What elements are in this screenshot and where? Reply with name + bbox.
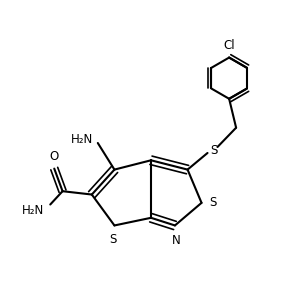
Text: O: O xyxy=(50,150,59,163)
Text: N: N xyxy=(172,234,181,247)
Text: S: S xyxy=(109,233,117,246)
Text: Cl: Cl xyxy=(223,39,235,51)
Text: S: S xyxy=(209,196,216,209)
Text: H₂N: H₂N xyxy=(22,204,44,217)
Text: H₂N: H₂N xyxy=(71,133,93,146)
Text: S: S xyxy=(210,144,217,157)
